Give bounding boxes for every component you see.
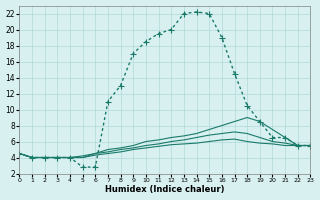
X-axis label: Humidex (Indice chaleur): Humidex (Indice chaleur) xyxy=(105,185,225,194)
